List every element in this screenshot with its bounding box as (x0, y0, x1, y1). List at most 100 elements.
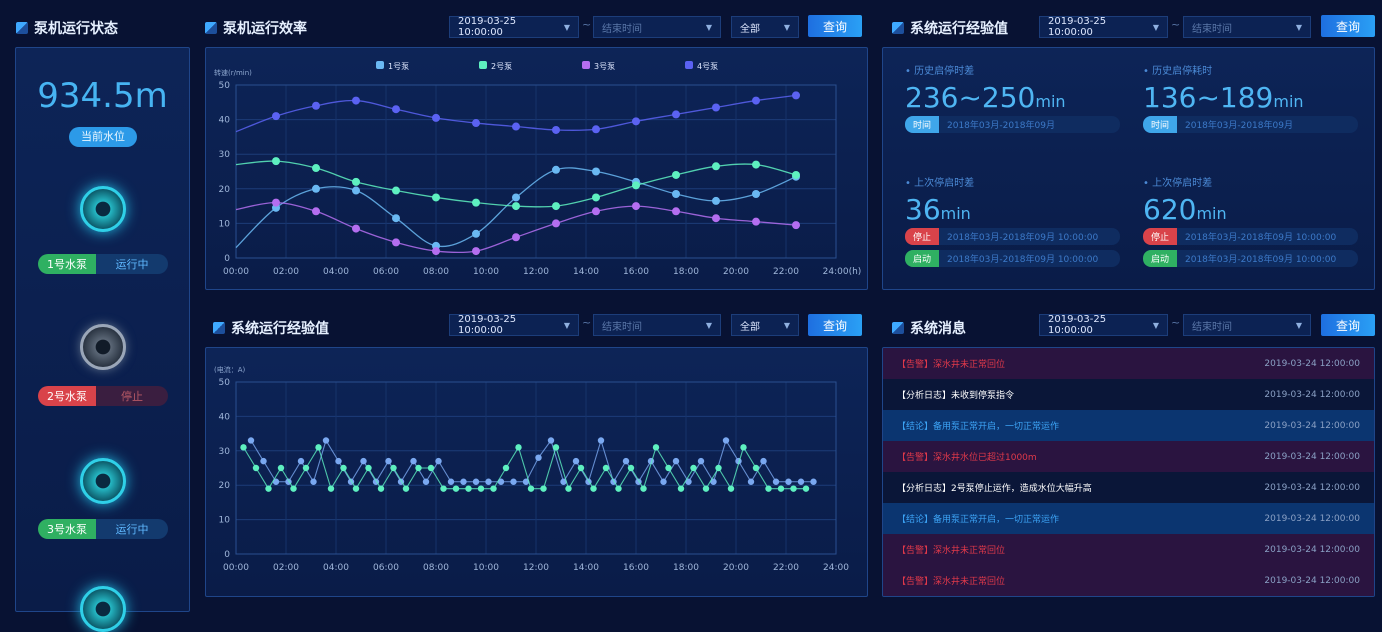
experience-end-select[interactable]: 结束时间 ▼ (1183, 16, 1311, 38)
x-tick-label: 20:00 (723, 267, 749, 277)
efficiency-start-select[interactable]: 2019-03-25 10:00:00 ▼ (449, 16, 579, 38)
x-tick-label: 20:00 (723, 563, 749, 573)
pump-1-icon[interactable] (80, 186, 126, 232)
chevron-down-icon: ▼ (705, 22, 712, 32)
range-separator: ~ (582, 316, 592, 329)
message-list: 【告警】深水井未正常回位 2019-03-24 12:00:00 【分析日志】未收到… (883, 348, 1374, 596)
data-point (715, 464, 722, 472)
data-point (435, 457, 442, 465)
data-point (392, 214, 400, 223)
message-text: 【告警】深水井未正常回位 (897, 360, 1006, 370)
x-tick-label: 08:00 (423, 563, 449, 573)
data-point (472, 198, 480, 207)
data-point (572, 457, 580, 465)
data-point (392, 186, 400, 195)
legend-swatch (582, 61, 590, 69)
message-text: 【告警】深水井未正常回位 (897, 546, 1006, 556)
data-point (440, 485, 447, 492)
x-tick-label: 02:00 (273, 563, 299, 573)
message-row[interactable]: 【结论】备用泵正常开启，一切正常运作 2019-03-24 12:00:00 (883, 410, 1374, 441)
x-tick-label: 12:00 (523, 563, 549, 573)
data-point (660, 478, 667, 485)
data-point (465, 485, 472, 492)
data-point (515, 444, 522, 451)
legend-swatch (685, 61, 693, 69)
data-point (247, 437, 255, 444)
data-point (390, 464, 397, 472)
experience-start-select[interactable]: 2019-03-25 10:00:00 ▼ (1039, 16, 1168, 38)
data-point (592, 125, 600, 134)
message-row[interactable]: 【分析日志】未收到停泵指令 2019-03-24 12:00:00 (883, 379, 1374, 410)
data-point (352, 224, 360, 233)
data-point (512, 202, 520, 211)
message-time: 2019-03-24 12:00:00 (1264, 482, 1360, 493)
data-point (797, 478, 805, 485)
data-point (592, 207, 600, 216)
data-point (352, 177, 360, 186)
efficiency-query-button[interactable]: 查询 (808, 15, 862, 37)
data-point (310, 478, 317, 485)
pump-4-icon[interactable] (80, 586, 126, 632)
title-icon (205, 22, 217, 34)
data-point (727, 485, 735, 492)
data-point (552, 444, 560, 451)
pump-3-icon[interactable] (80, 458, 126, 504)
experience-query-button[interactable]: 查询 (1321, 15, 1375, 37)
data-point (590, 485, 597, 492)
data-point (312, 101, 320, 110)
message-row[interactable]: 【告警】深水井未正常回位 2019-03-24 12:00:00 (883, 348, 1374, 379)
efficiency-end-select[interactable]: 结束时间 ▼ (593, 16, 721, 38)
data-point (552, 125, 560, 134)
efficiency-filter-select[interactable]: 全部 ▼ (731, 16, 799, 38)
data-point (752, 96, 760, 105)
message-row[interactable]: 【结论】备用泵正常开启，一切正常运作 2019-03-24 12:00:00 (883, 503, 1374, 534)
data-point (535, 454, 542, 461)
data-point (592, 167, 600, 176)
current-query-button[interactable]: 查询 (808, 314, 862, 336)
messages-end-select[interactable]: 结束时间 ▼ (1183, 314, 1311, 336)
data-point (290, 485, 297, 492)
range-separator: ~ (1171, 18, 1181, 31)
legend-swatch (376, 61, 384, 69)
current-end-select[interactable]: 结束时间 ▼ (593, 314, 721, 336)
messages-title: 系统消息 (892, 318, 966, 338)
messages-query-button[interactable]: 查询 (1321, 314, 1375, 336)
x-tick-label: 18:00 (673, 563, 699, 573)
data-point (712, 196, 720, 205)
x-tick-label: 00:00 (223, 563, 249, 573)
message-row[interactable]: 【告警】深水井未正常回位 2019-03-24 12:00:00 (883, 534, 1374, 565)
y-tick-label: 40 (219, 412, 231, 422)
efficiency-title: 泵机运行效率 (205, 18, 307, 38)
messages-panel: 【告警】深水井未正常回位 2019-03-24 12:00:00 【分析日志】未收到… (882, 347, 1375, 597)
data-point (340, 464, 347, 472)
data-point (672, 457, 680, 465)
data-point (632, 202, 640, 211)
x-tick-label: 12:00 (523, 267, 549, 277)
data-point (527, 485, 535, 492)
x-tick-label: 06:00 (373, 267, 399, 277)
chevron-down-icon: ▼ (783, 22, 790, 32)
data-point (512, 122, 520, 131)
y-axis-label: 转速(r/min) (214, 68, 252, 77)
data-point (522, 478, 530, 485)
data-point (510, 478, 517, 485)
data-point (352, 485, 360, 492)
message-row[interactable]: 【告警】深水井水位已超过1000m 2019-03-24 12:00:00 (883, 441, 1374, 472)
current-filter-select[interactable]: 全部 ▼ (731, 314, 799, 336)
data-point (622, 457, 630, 465)
data-point (712, 103, 720, 112)
data-point (577, 464, 585, 472)
x-tick-label: 14:00 (573, 267, 599, 277)
message-row[interactable]: 【告警】深水井未正常回位 2019-03-24 12:00:00 (883, 565, 1374, 596)
message-row[interactable]: 【分析日志】2号泵停止运作，造成水位大幅升高 2019-03-24 12:00:0… (883, 472, 1374, 503)
data-point (552, 165, 560, 174)
y-axis-label: (电流：A) (214, 365, 246, 374)
data-point (432, 193, 440, 202)
pump-2-icon[interactable] (80, 324, 126, 370)
data-point (312, 184, 320, 193)
data-point (490, 485, 497, 492)
messages-start-select[interactable]: 2019-03-25 10:00:00 ▼ (1039, 314, 1168, 336)
stat-history-duration: • 历史启停耗时 136~189min 时间 2018年03月-2018年09月 (1143, 62, 1358, 133)
current-start-select[interactable]: 2019-03-25 10:00:00 ▼ (449, 314, 579, 336)
data-point (792, 170, 800, 179)
